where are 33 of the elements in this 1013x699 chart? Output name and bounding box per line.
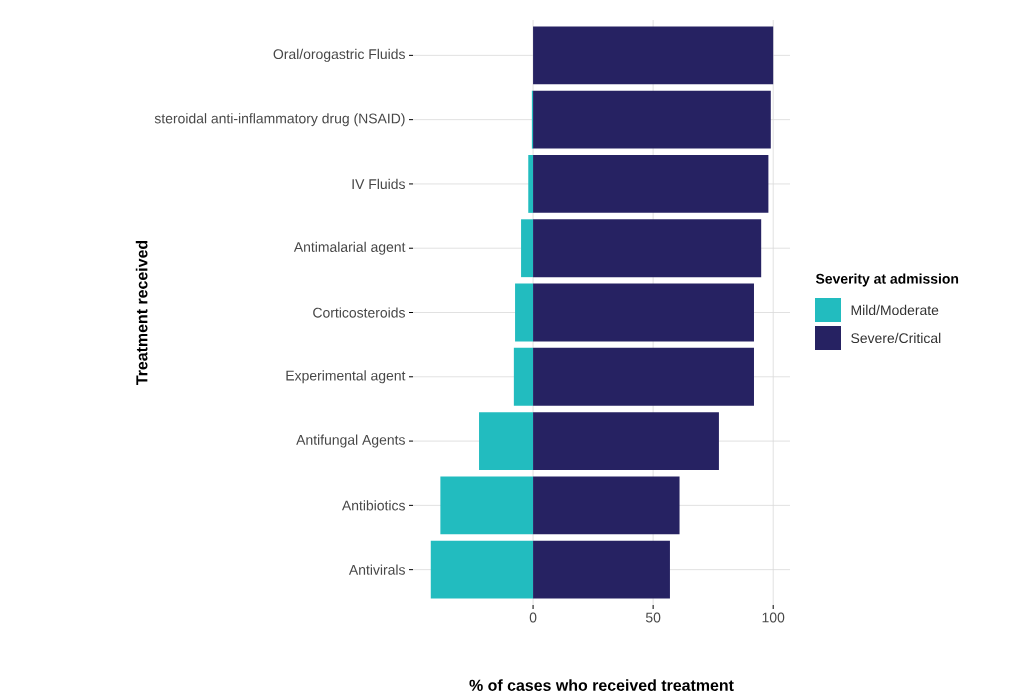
y-tick-label: Oral/orogastric Fluids (273, 48, 405, 62)
y-tick-label: steroidal anti-inflammatory drug (NSAID) (154, 113, 405, 127)
y-tick-label: Experimental agent (286, 370, 406, 384)
bar (440, 476, 534, 535)
y-tick-label: Antifungal Agents (296, 434, 405, 448)
bar (533, 412, 719, 471)
x-tick-label: 50 (645, 612, 661, 623)
legend-label: Severe/Critical (851, 332, 941, 344)
bar (533, 347, 754, 406)
y-tick-label: Antimalarial agent (293, 241, 406, 255)
y-axis-title: Treatment received (135, 240, 148, 385)
x-tick-label: 100 (762, 612, 785, 623)
y-tick-label: Antivirals (348, 564, 405, 575)
bar (528, 155, 534, 213)
bar (479, 412, 534, 471)
y-tick-label: Corticosteroids (313, 307, 405, 318)
bar (533, 540, 670, 599)
bar (533, 26, 774, 85)
bar (533, 476, 680, 535)
x-axis-title: % of cases who received treatment (469, 679, 734, 691)
bar (513, 347, 534, 406)
bar (533, 155, 769, 213)
bar (430, 540, 534, 599)
bar (533, 283, 754, 342)
bar (533, 90, 771, 149)
legend-label: Mild/Moderate (851, 304, 939, 316)
y-tick-label: Antibiotics (341, 500, 405, 511)
bar (515, 283, 534, 342)
legend-title: Severity at admission (815, 273, 959, 287)
x-tick-label: 0 (529, 612, 537, 623)
bar (521, 219, 534, 278)
y-tick-label: IV Fluids (352, 178, 405, 190)
bar (533, 219, 762, 278)
